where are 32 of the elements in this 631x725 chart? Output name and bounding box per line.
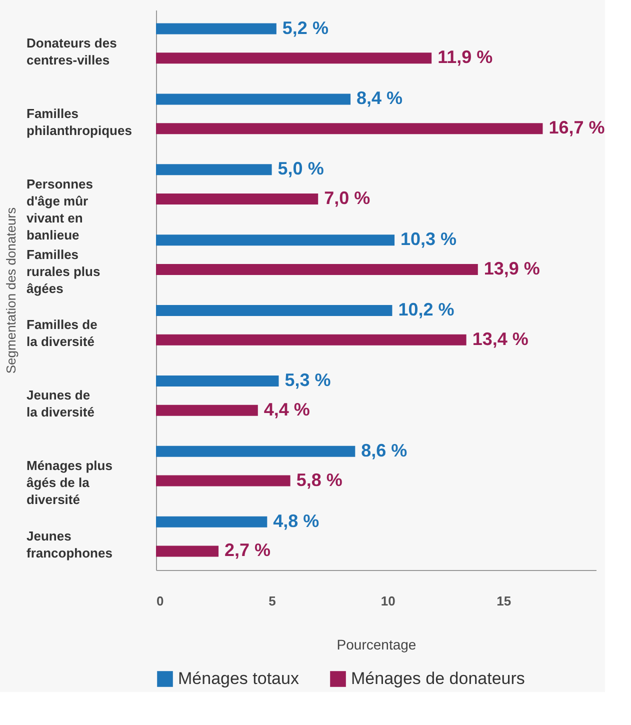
data-label: 13,4 %: [472, 328, 528, 349]
y-tick-label: Ménages plus âgés de la diversité: [26, 458, 112, 508]
y-tick-label: Donateurs des centres-villes: [26, 35, 117, 68]
y-tick-label: Familles rurales plus âgées: [26, 246, 100, 296]
data-label: 5,2 %: [282, 18, 328, 38]
data-label: 8,6 %: [361, 440, 408, 460]
legend-label: Ménages totaux: [178, 669, 300, 688]
data-label: 5,0 %: [278, 158, 324, 179]
x-tick-label: 5: [268, 594, 276, 608]
legend-label: Ménages de donateurs: [351, 669, 525, 688]
data-label: 11,9 %: [438, 47, 493, 68]
y-tick-label: Familles philanthropiques: [26, 106, 132, 138]
data-label: 5,8 %: [296, 470, 342, 490]
y-tick-label: Familles de la diversité: [26, 317, 98, 350]
data-label: 7,0 %: [324, 188, 370, 208]
data-label: 5,3 %: [284, 370, 331, 390]
y-tick-label: Jeunes de la diversité: [26, 388, 94, 420]
data-label: 8,4 %: [356, 88, 403, 108]
x-tick-label: 15: [496, 594, 512, 608]
data-label: 10,3 %: [400, 229, 457, 250]
x-tick-label: 10: [380, 594, 396, 608]
data-label: 16,7 %: [548, 118, 605, 138]
y-tick-label: Jeunes francophones: [26, 528, 112, 561]
x-tick-label: 0: [156, 594, 164, 608]
data-label: 10,2 %: [398, 300, 454, 320]
data-label: 2,7 %: [224, 540, 271, 560]
data-label: 4,4 %: [264, 399, 310, 420]
data-label: 4,8 %: [273, 510, 320, 531]
y-tick-label: Personnes d'âge mûr vivant en banlieue: [26, 176, 93, 242]
y-axis-title: Segmentation des donateurs: [4, 206, 18, 374]
x-axis-title: Pourcentage: [336, 636, 416, 652]
data-label: 13,9 %: [484, 258, 540, 278]
